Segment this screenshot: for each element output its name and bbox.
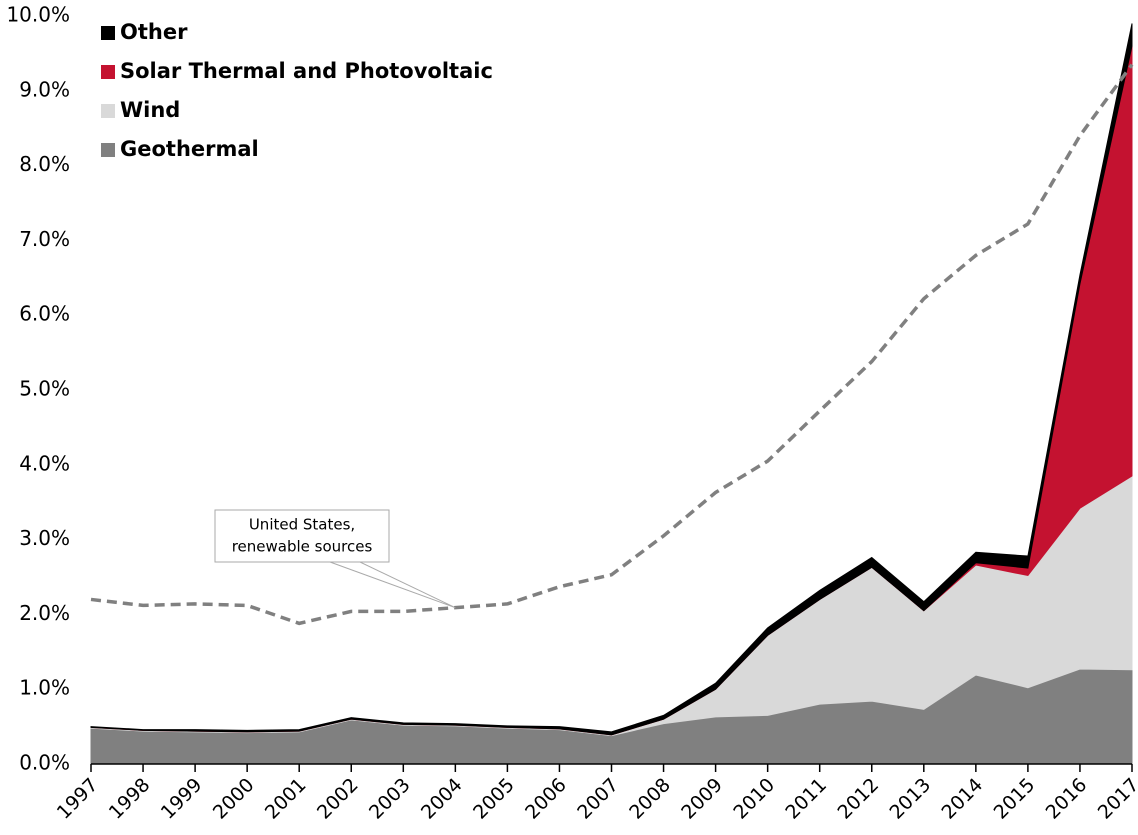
legend-label: Other: [120, 20, 188, 44]
legend-label: Geothermal: [120, 137, 259, 161]
y-tick-label: 2.0%: [19, 601, 70, 625]
x-tick-label: 2016: [1042, 774, 1092, 824]
x-tick-label: 2002: [313, 774, 363, 824]
x-tick-label: 2011: [781, 774, 831, 824]
y-tick-label: 5.0%: [19, 377, 70, 401]
x-tick-label: 2010: [729, 774, 779, 824]
x-tick-label: 2000: [209, 774, 259, 824]
legend-label: Wind: [120, 98, 180, 122]
x-tick-label: 2007: [573, 774, 623, 824]
y-tick-label: 4.0%: [19, 451, 70, 475]
y-tick-label: 10.0%: [6, 3, 70, 27]
legend-label: Solar Thermal and Photovoltaic: [120, 59, 493, 83]
y-tick-label: 0.0%: [19, 751, 70, 775]
x-tick-label: 2004: [417, 774, 467, 824]
x-tick-label: 2001: [261, 774, 311, 824]
legend-swatch: [101, 104, 115, 118]
line: [90, 63, 1134, 626]
x-tick-label: 2013: [885, 774, 935, 824]
x-tick-label: 2003: [365, 774, 415, 824]
x-tick-label: 2006: [521, 774, 571, 824]
legend-swatch: [101, 26, 115, 40]
x-tick-label: 1999: [157, 774, 207, 824]
callout: [329, 561, 456, 609]
y-tick-label: 3.0%: [19, 526, 70, 550]
x-tick-label: 2009: [677, 774, 727, 824]
legend-swatch: [101, 65, 115, 79]
x-tick-label: 2008: [625, 774, 675, 824]
y-tick-label: 1.0%: [19, 676, 70, 700]
x-tick-label: 1997: [53, 774, 103, 824]
x-tick-label: 1998: [105, 774, 155, 824]
x-tick-label: 2005: [469, 774, 519, 824]
annotation-text: renewable sources: [232, 538, 373, 556]
area: [90, 668, 1133, 765]
annotation-box: [214, 509, 390, 563]
x-tick-label: 2017: [1094, 774, 1138, 824]
y-tick-label: 7.0%: [19, 227, 70, 251]
y-tick-label: 9.0%: [19, 77, 70, 101]
annotation-text: United States,: [249, 516, 355, 534]
x-tick-label: 2015: [990, 774, 1040, 824]
area: [90, 23, 1133, 736]
y-tick-label: 6.0%: [19, 302, 70, 326]
legend-swatch: [101, 143, 115, 157]
x-tick-label: 2014: [938, 774, 988, 824]
x-tick-label: 2012: [833, 774, 883, 824]
y-tick-label: 8.0%: [19, 152, 70, 176]
